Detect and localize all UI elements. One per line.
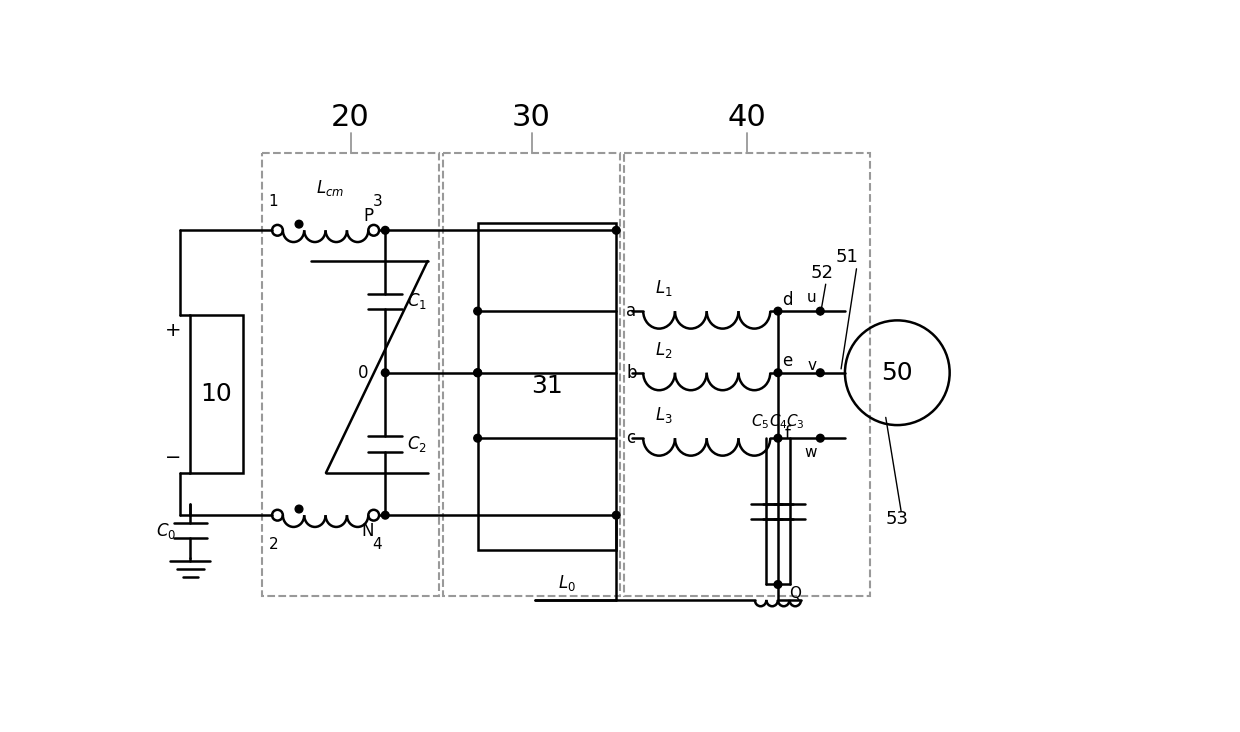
Text: 2: 2 bbox=[269, 537, 279, 552]
Circle shape bbox=[474, 369, 481, 376]
Circle shape bbox=[382, 369, 389, 376]
Text: u: u bbox=[807, 290, 816, 305]
Text: 1: 1 bbox=[269, 193, 279, 209]
Text: c: c bbox=[626, 429, 635, 447]
Text: 40: 40 bbox=[728, 102, 766, 132]
Circle shape bbox=[774, 369, 781, 376]
Bar bbox=[477, 223, 616, 550]
Circle shape bbox=[613, 512, 620, 519]
Text: e: e bbox=[782, 352, 792, 370]
Circle shape bbox=[474, 434, 481, 442]
Bar bbox=[191, 315, 243, 473]
Circle shape bbox=[816, 307, 825, 315]
Text: 3: 3 bbox=[373, 193, 382, 209]
Circle shape bbox=[474, 307, 481, 315]
Text: w: w bbox=[804, 444, 816, 460]
Text: $C_5$: $C_5$ bbox=[751, 412, 770, 430]
Text: Q: Q bbox=[790, 586, 801, 601]
Text: f: f bbox=[784, 425, 790, 444]
Circle shape bbox=[613, 226, 620, 234]
Text: P: P bbox=[363, 207, 373, 225]
Text: $C_0$: $C_0$ bbox=[156, 520, 176, 541]
Text: $L_3$: $L_3$ bbox=[655, 405, 672, 425]
Text: 0: 0 bbox=[358, 364, 368, 382]
Circle shape bbox=[774, 580, 781, 589]
Text: $L_0$: $L_0$ bbox=[558, 573, 577, 593]
Text: $L_1$: $L_1$ bbox=[655, 278, 672, 298]
Text: 20: 20 bbox=[331, 102, 370, 132]
Circle shape bbox=[816, 434, 825, 442]
Circle shape bbox=[382, 512, 389, 519]
Text: 50: 50 bbox=[882, 361, 913, 385]
Circle shape bbox=[774, 434, 781, 442]
Text: −: − bbox=[165, 448, 181, 467]
Circle shape bbox=[382, 226, 389, 234]
Text: $C_4$: $C_4$ bbox=[769, 412, 787, 430]
Circle shape bbox=[295, 505, 303, 513]
Circle shape bbox=[816, 369, 825, 376]
Circle shape bbox=[295, 220, 303, 228]
Text: d: d bbox=[782, 291, 792, 309]
Text: v: v bbox=[807, 357, 816, 373]
Text: 4: 4 bbox=[373, 537, 382, 552]
Text: 31: 31 bbox=[531, 374, 563, 397]
Text: $C_2$: $C_2$ bbox=[407, 433, 427, 454]
Text: 52: 52 bbox=[811, 264, 833, 282]
Text: $L_2$: $L_2$ bbox=[655, 340, 672, 359]
Text: 53: 53 bbox=[885, 510, 909, 528]
Circle shape bbox=[774, 307, 781, 315]
Text: $C_1$: $C_1$ bbox=[407, 291, 427, 311]
Text: a: a bbox=[626, 302, 636, 320]
Text: +: + bbox=[165, 321, 181, 340]
Text: $C_3$: $C_3$ bbox=[786, 412, 805, 430]
Text: 51: 51 bbox=[836, 248, 858, 266]
Text: 10: 10 bbox=[201, 381, 232, 406]
Text: b: b bbox=[626, 364, 637, 382]
Text: $L_{cm}$: $L_{cm}$ bbox=[316, 178, 345, 198]
Circle shape bbox=[474, 369, 481, 376]
Text: 30: 30 bbox=[512, 102, 551, 132]
Text: N: N bbox=[361, 522, 373, 539]
